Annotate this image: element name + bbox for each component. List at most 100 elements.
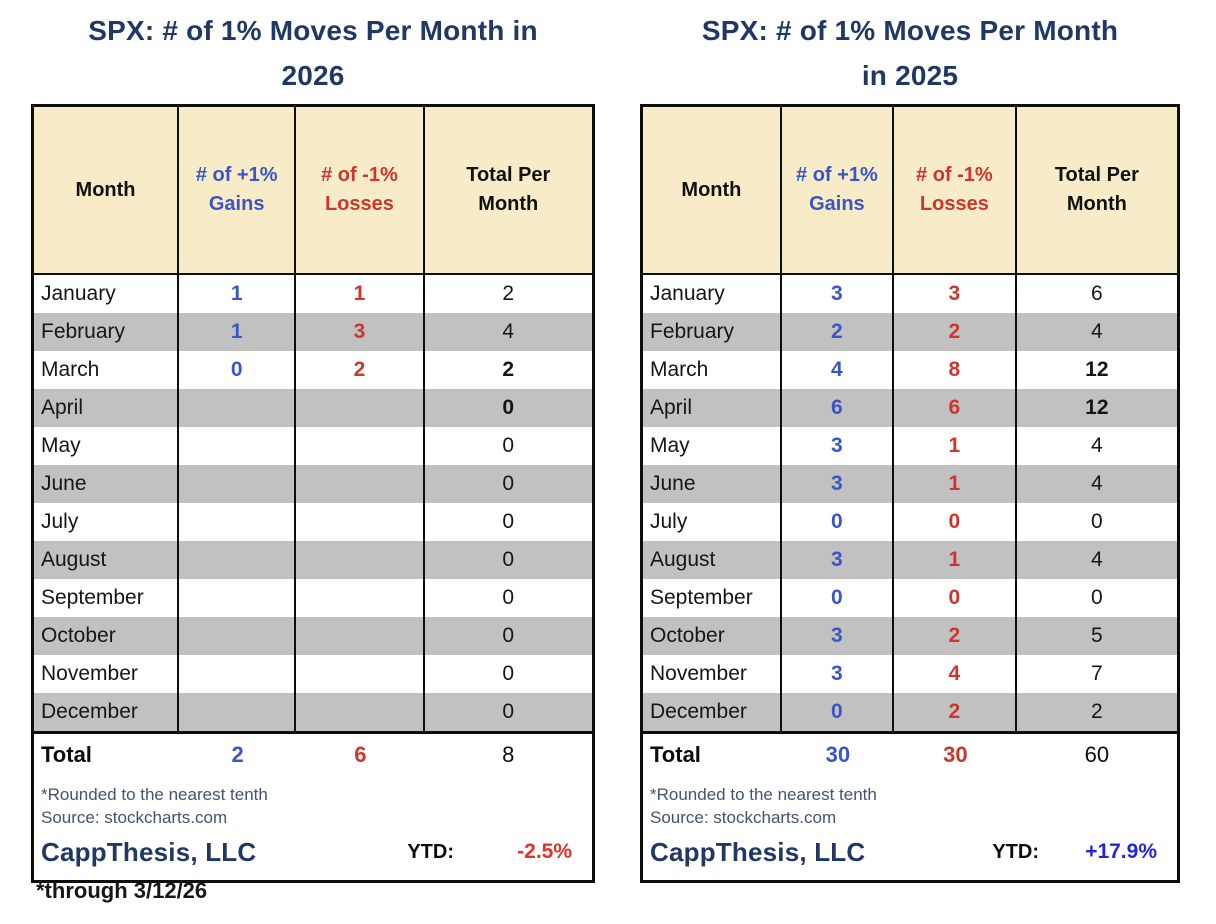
ytd-value: -2.5% — [517, 840, 572, 863]
table-row: September 0 0 0 — [643, 579, 1177, 617]
month-cell: December — [34, 693, 180, 731]
header-losses-line2: Losses — [324, 193, 394, 215]
total-sum: 60 — [1084, 742, 1110, 767]
total-cell: 0 — [502, 548, 515, 571]
month-cell: April — [34, 389, 180, 427]
header-total-line1: Total Per — [466, 164, 551, 186]
table-row: July 0 — [34, 503, 592, 541]
header-gains-line1: # of +1% — [195, 164, 278, 186]
table-row: August 0 — [34, 541, 592, 579]
brand-name: CappThesis, LLC — [41, 836, 257, 867]
total-cell: 2 — [502, 358, 515, 381]
spx-2025-table-block: SPX: # of 1% Moves Per Month in 2025 Mon… — [640, 8, 1180, 883]
total-cell: 0 — [502, 510, 515, 533]
title-line-2: 2026 — [281, 60, 345, 91]
footnote-source: Source: stockcharts.com — [650, 808, 837, 827]
losses-cell: 0 — [894, 503, 1017, 541]
total-cell: 0 — [502, 586, 515, 609]
table-row: December 0 — [34, 693, 592, 731]
total-cell: 0 — [1091, 510, 1103, 533]
title-line-1: SPX: # of 1% Moves Per Month — [701, 15, 1119, 46]
ytd-label: YTD: — [407, 840, 454, 863]
gains-cell — [179, 465, 297, 503]
brand-name: CappThesis, LLC — [650, 836, 866, 867]
total-cell: 0 — [502, 624, 515, 647]
losses-cell: 2 — [296, 351, 425, 389]
month-cell: February — [34, 313, 180, 351]
header-losses: # of -1% Losses — [296, 107, 425, 273]
gains-cell — [179, 655, 297, 693]
losses-cell: 0 — [894, 579, 1017, 617]
table-row: April 6 6 12 — [643, 389, 1177, 427]
losses-cell: 1 — [894, 541, 1017, 579]
total-row: Total 30 30 60 — [643, 731, 1177, 776]
losses-cell: 2 — [894, 617, 1017, 655]
gains-cell: 3 — [782, 427, 894, 465]
month-cell: September — [643, 579, 782, 617]
header-row: Month # of +1% Gains # of -1% Losses Tot… — [34, 107, 592, 275]
header-losses-line1: # of -1% — [321, 164, 398, 186]
losses-cell — [296, 465, 425, 503]
month-cell: April — [643, 389, 782, 427]
losses-cell: 1 — [894, 427, 1017, 465]
table-row: November 0 — [34, 655, 592, 693]
month-cell: October — [34, 617, 180, 655]
total-cell: 12 — [1085, 358, 1109, 381]
month-cell: November — [34, 655, 180, 693]
header-total-line2: Month — [478, 193, 539, 215]
table-row: June 3 1 4 — [643, 465, 1177, 503]
total-cell: 4 — [1091, 472, 1103, 495]
gains-cell: 1 — [179, 313, 297, 351]
month-cell: May — [34, 427, 180, 465]
header-losses-line1: # of -1% — [916, 164, 993, 186]
table-body: January 1 1 2 February 1 3 4 March 0 2 2… — [34, 275, 592, 731]
total-cell: 0 — [502, 434, 515, 457]
data-table-2025: Month # of +1% Gains # of -1% Losses Tot… — [640, 104, 1180, 883]
table-row: November 3 4 7 — [643, 655, 1177, 693]
table-row: August 3 1 4 — [643, 541, 1177, 579]
month-cell: July — [34, 503, 180, 541]
losses-cell — [296, 389, 425, 427]
table-row: October 0 — [34, 617, 592, 655]
total-cell: 12 — [1085, 396, 1109, 419]
table-row: June 0 — [34, 465, 592, 503]
losses-cell — [296, 541, 425, 579]
month-cell: May — [643, 427, 782, 465]
header-total: Total Per Month — [425, 107, 592, 273]
ytd-label: YTD: — [992, 840, 1039, 863]
table-title-2025: SPX: # of 1% Moves Per Month in 2025 — [640, 8, 1180, 104]
gains-cell: 6 — [782, 389, 894, 427]
gains-cell: 0 — [782, 503, 894, 541]
total-sum: 8 — [502, 742, 515, 767]
gains-cell — [179, 617, 297, 655]
gains-cell — [179, 389, 297, 427]
gains-cell: 4 — [782, 351, 894, 389]
month-cell: January — [643, 275, 782, 313]
table-row: March 4 8 12 — [643, 351, 1177, 389]
losses-cell: 1 — [296, 275, 425, 313]
month-cell: June — [643, 465, 782, 503]
month-cell: August — [34, 541, 180, 579]
title-line-2: in 2025 — [861, 60, 959, 91]
losses-cell: 1 — [894, 465, 1017, 503]
table-row: February 2 2 4 — [643, 313, 1177, 351]
losses-cell — [296, 617, 425, 655]
total-cell: 4 — [1091, 434, 1103, 457]
title-line-1: SPX: # of 1% Moves Per Month in — [88, 15, 538, 46]
gains-cell: 3 — [782, 655, 894, 693]
month-cell: July — [643, 503, 782, 541]
table-row: December 0 2 2 — [643, 693, 1177, 731]
month-cell: December — [643, 693, 782, 731]
total-cell: 0 — [502, 472, 515, 495]
total-gains: 2 — [231, 742, 244, 767]
table-row: May 0 — [34, 427, 592, 465]
gains-cell: 3 — [782, 275, 894, 313]
total-cell: 2 — [502, 282, 515, 305]
total-cell: 4 — [1091, 548, 1103, 571]
table-row: September 0 — [34, 579, 592, 617]
brand-row: CappThesis, LLC YTD: +17.9% — [643, 830, 1177, 880]
losses-cell — [296, 503, 425, 541]
gains-cell: 1 — [179, 275, 297, 313]
total-cell: 6 — [1091, 282, 1103, 305]
total-losses: 6 — [354, 742, 367, 767]
